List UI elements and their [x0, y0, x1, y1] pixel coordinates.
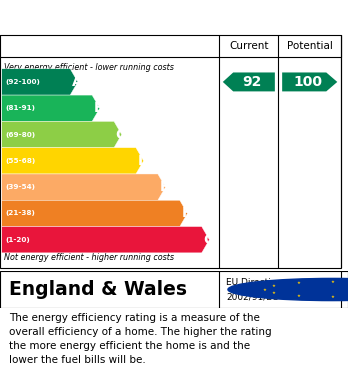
Bar — [0, 35, 341, 57]
Text: A: A — [72, 75, 82, 89]
Text: C: C — [116, 127, 126, 142]
Polygon shape — [2, 95, 100, 121]
Text: D: D — [138, 154, 149, 168]
Text: (81-91): (81-91) — [5, 105, 35, 111]
Text: (92-100): (92-100) — [5, 79, 40, 85]
Text: F: F — [182, 206, 191, 221]
Polygon shape — [2, 200, 188, 226]
Text: Energy Efficiency Rating: Energy Efficiency Rating — [9, 9, 249, 27]
Text: Current: Current — [229, 41, 269, 51]
Text: EU Directive: EU Directive — [226, 278, 282, 287]
Polygon shape — [2, 226, 209, 253]
Polygon shape — [2, 121, 122, 148]
Text: Potential: Potential — [287, 41, 333, 51]
Text: 92: 92 — [242, 75, 262, 89]
Polygon shape — [2, 148, 144, 174]
Text: E: E — [160, 180, 169, 194]
Polygon shape — [282, 72, 337, 91]
Text: ★: ★ — [330, 295, 334, 299]
Text: 100: 100 — [293, 75, 322, 89]
Text: B: B — [94, 101, 104, 115]
Text: ★: ★ — [296, 281, 300, 285]
Polygon shape — [2, 69, 78, 95]
Text: G: G — [204, 233, 215, 247]
Text: The energy efficiency rating is a measure of the
overall efficiency of a home. T: The energy efficiency rating is a measur… — [9, 314, 271, 366]
Text: ★: ★ — [272, 284, 276, 288]
Text: Not energy efficient - higher running costs: Not energy efficient - higher running co… — [4, 253, 174, 262]
Polygon shape — [223, 72, 275, 91]
Text: (69-80): (69-80) — [5, 131, 35, 138]
Polygon shape — [2, 174, 166, 200]
Circle shape — [228, 278, 348, 301]
Text: ★: ★ — [262, 287, 267, 292]
Text: (39-54): (39-54) — [5, 184, 35, 190]
Text: ★: ★ — [272, 291, 276, 295]
Text: (21-38): (21-38) — [5, 210, 35, 216]
Text: 2002/91/EC: 2002/91/EC — [226, 292, 278, 301]
Text: ★: ★ — [330, 280, 334, 284]
Text: England & Wales: England & Wales — [9, 280, 187, 299]
Text: (1-20): (1-20) — [5, 237, 30, 243]
Text: (55-68): (55-68) — [5, 158, 35, 164]
Text: ★: ★ — [296, 294, 300, 298]
Text: Very energy efficient - lower running costs: Very energy efficient - lower running co… — [4, 63, 174, 72]
